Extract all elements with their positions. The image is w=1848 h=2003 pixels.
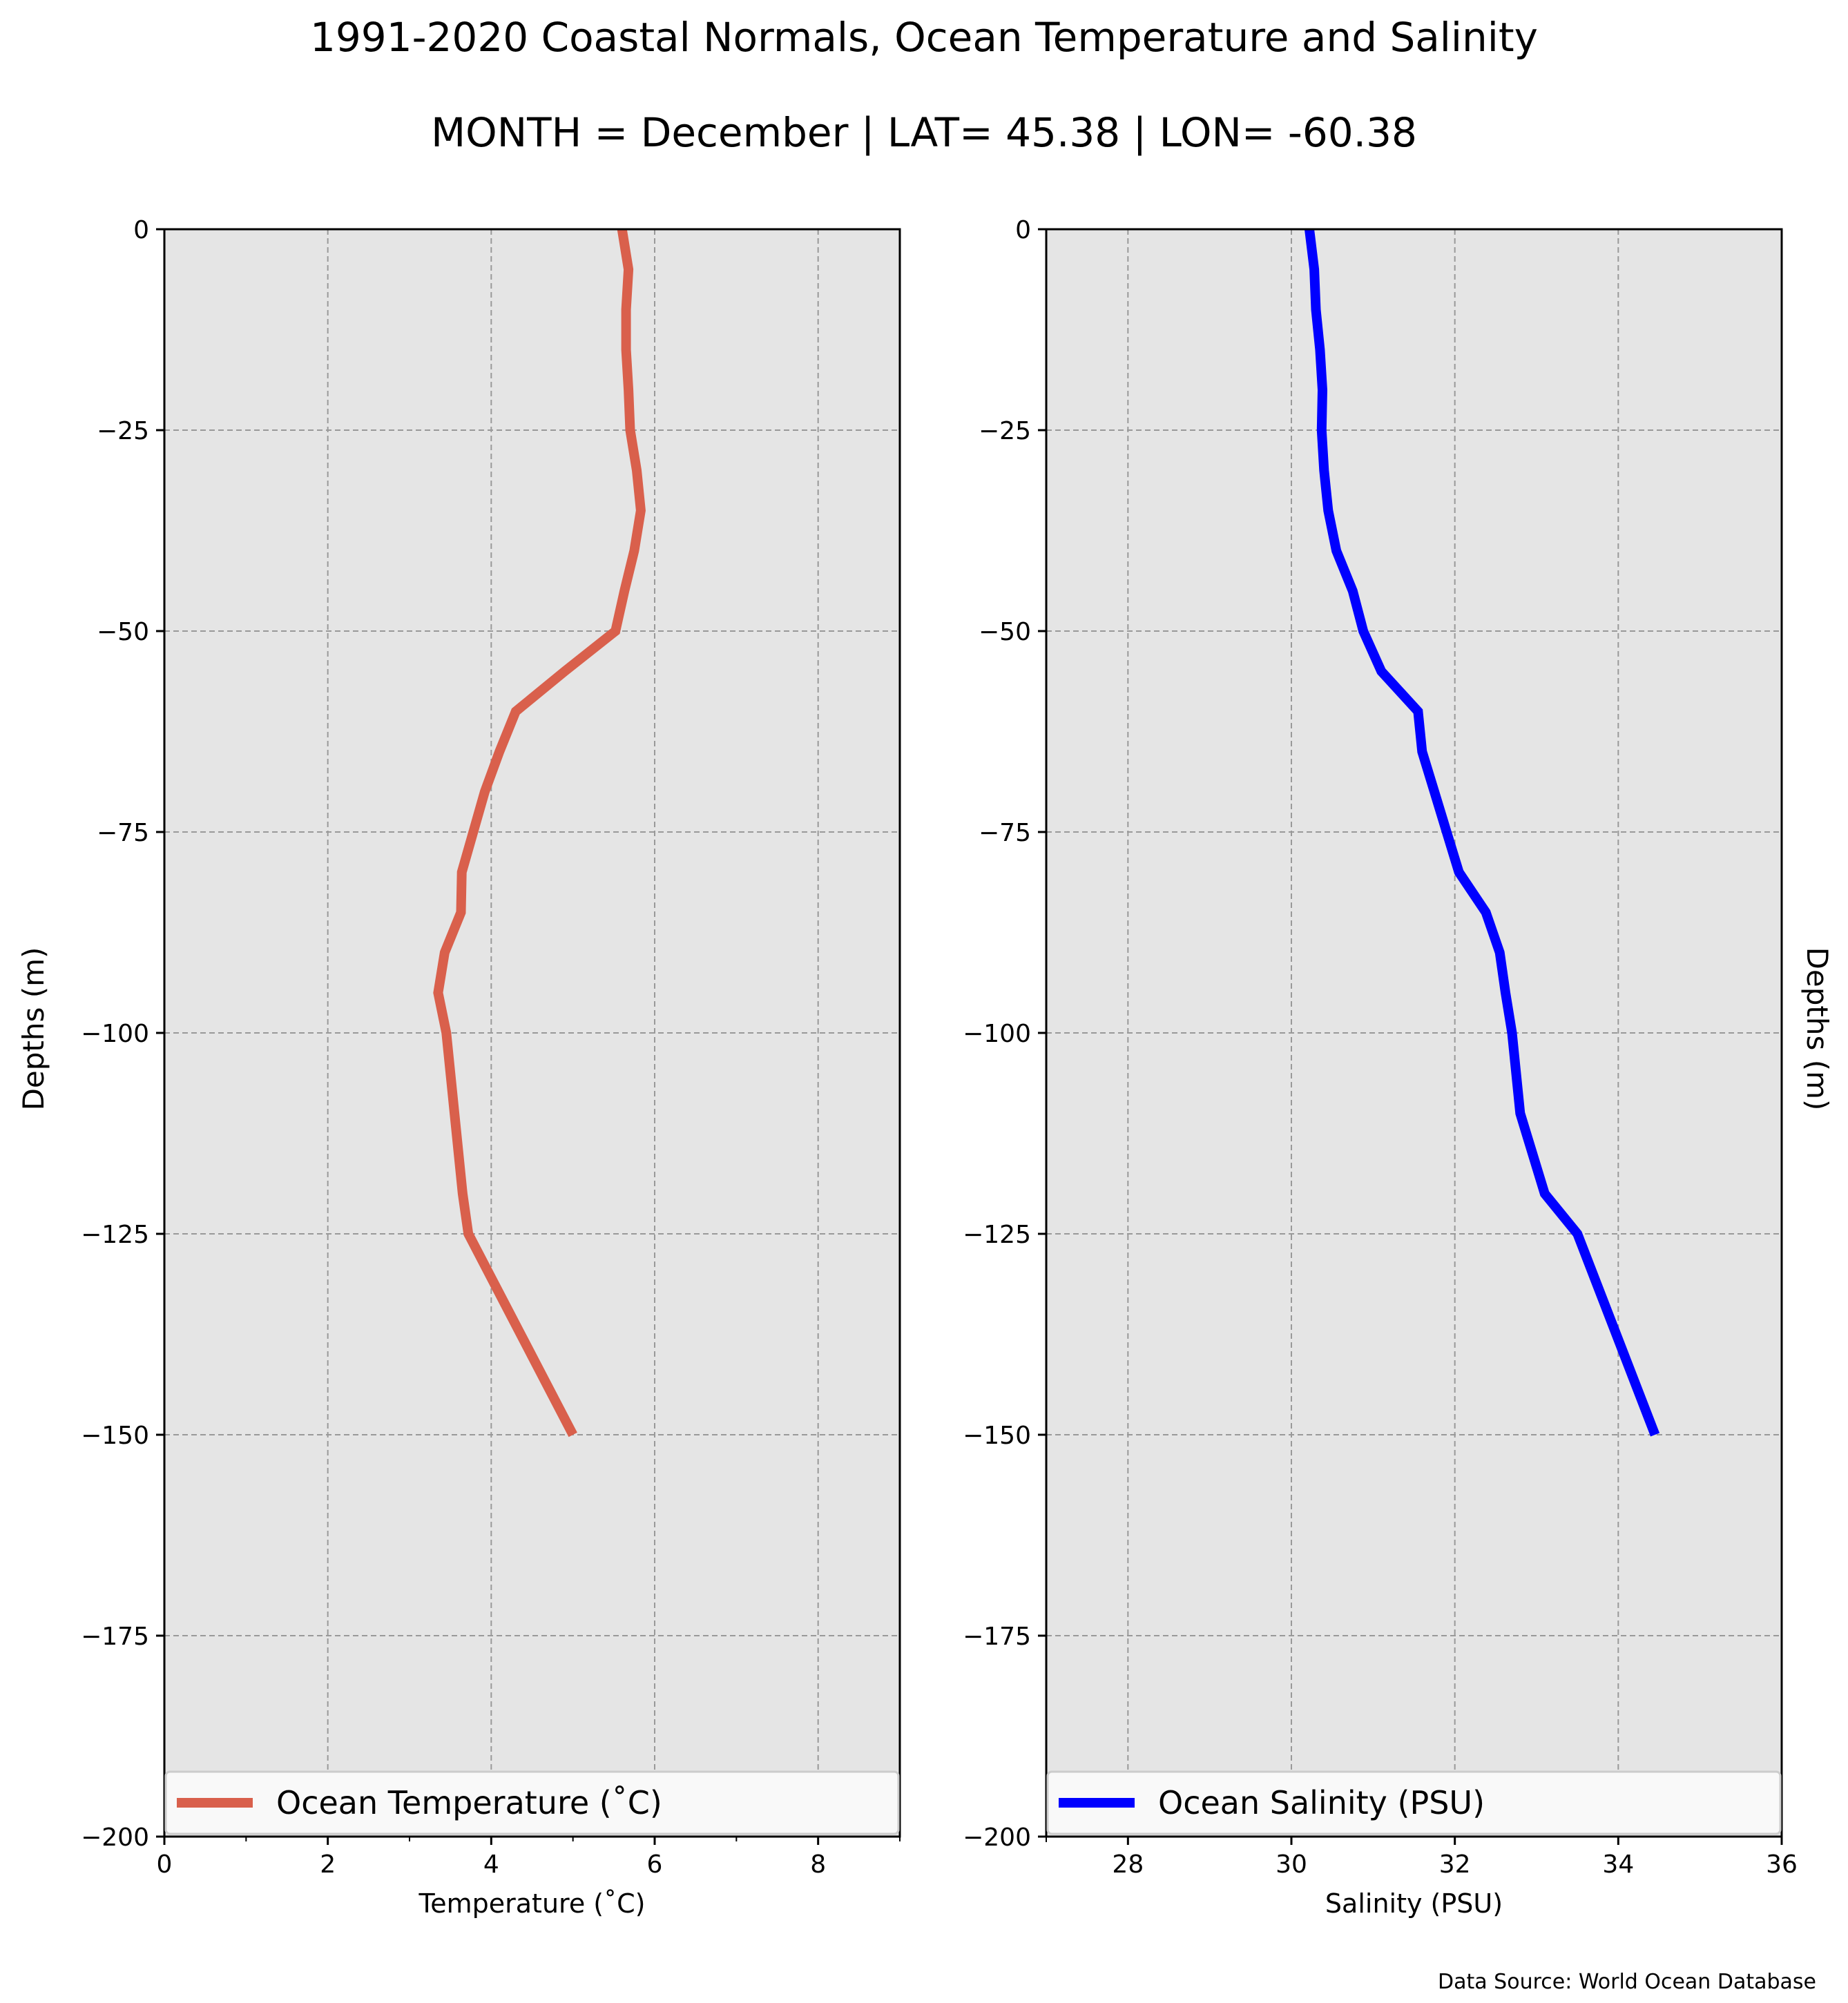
temperature-x-axis-label: Temperature (˚C)	[418, 1888, 646, 1919]
temperature-y-tick-label: 0	[133, 216, 149, 244]
salinity-x-axis-label: Salinity (PSU)	[1325, 1888, 1503, 1919]
salinity-x-tick-label: 28	[1112, 1850, 1144, 1879]
salinity-y-tick-label: −100	[963, 1020, 1031, 1048]
salinity-y-tick-label: −175	[963, 1623, 1031, 1651]
temperature-y-tick-label: −150	[81, 1422, 149, 1450]
temperature-x-tick-label: 4	[483, 1850, 499, 1879]
salinity-x-tick-label: 30	[1276, 1850, 1307, 1879]
salinity-x-tick-label: 36	[1766, 1850, 1798, 1879]
temperature-panel: 0 2 4 6 8 0 −25 −50 −75 −100 −125 −150 −175 −200 Tempe…	[81, 216, 901, 1919]
salinity-y-tick-label: −50	[979, 618, 1031, 646]
temperature-legend: Ocean Temperature (˚C)	[164, 1770, 900, 1835]
left-y-axis-label: Depths (m)	[17, 947, 50, 1111]
chart-title: 1991-2020 Coastal Normals, Ocean Tempera…	[310, 14, 1538, 61]
temperature-x-tick-label: 6	[647, 1850, 663, 1879]
temperature-x-tick-label: 0	[157, 1850, 173, 1879]
salinity-y-tick-label: 0	[1015, 216, 1031, 244]
temperature-y-tick-label: −125	[81, 1221, 149, 1249]
temperature-y-tick-label: −175	[81, 1623, 149, 1651]
salinity-y-tick-label: −150	[963, 1422, 1031, 1450]
temperature-y-tick-label: −200	[81, 1823, 149, 1852]
right-y-axis-label: Depths (m)	[1800, 947, 1834, 1111]
temperature-x-tick-label: 2	[320, 1850, 336, 1879]
salinity-y-tick-label: −200	[963, 1823, 1031, 1852]
temperature-series-line	[433, 228, 646, 1438]
salinity-y-tick-label: −125	[963, 1221, 1031, 1249]
temperature-legend-box	[164, 1770, 900, 1835]
salinity-y-tick-label: −75	[979, 819, 1031, 847]
temperature-y-tick-label: −100	[81, 1020, 149, 1048]
salinity-series-line	[1305, 229, 1660, 1437]
temperature-legend-label: Ocean Temperature (˚C)	[276, 1784, 662, 1821]
temperature-y-tick-label: −75	[97, 819, 149, 847]
salinity-x-tick-label: 34	[1602, 1850, 1634, 1879]
chart-subtitle: MONTH = December | LAT= 45.38 | LON= -60…	[431, 109, 1417, 156]
salinity-panel: 28 30 32 34 36 0 −25 −50 −75 −100 −125 −150 −175 −200…	[963, 216, 1798, 1919]
temperature-x-tick-label: 8	[810, 1850, 826, 1879]
temperature-y-tick-label: −25	[97, 417, 149, 445]
salinity-legend-box	[1046, 1770, 1782, 1835]
temperature-y-tick-label: −50	[97, 618, 149, 646]
salinity-x-tick-label: 32	[1439, 1850, 1471, 1879]
salinity-y-tick-label: −25	[979, 417, 1031, 445]
data-source-note: Data Source: World Ocean Database	[1438, 1970, 1816, 1994]
salinity-legend: Ocean Salinity (PSU)	[1046, 1770, 1782, 1835]
salinity-legend-label: Ocean Salinity (PSU)	[1158, 1784, 1485, 1821]
